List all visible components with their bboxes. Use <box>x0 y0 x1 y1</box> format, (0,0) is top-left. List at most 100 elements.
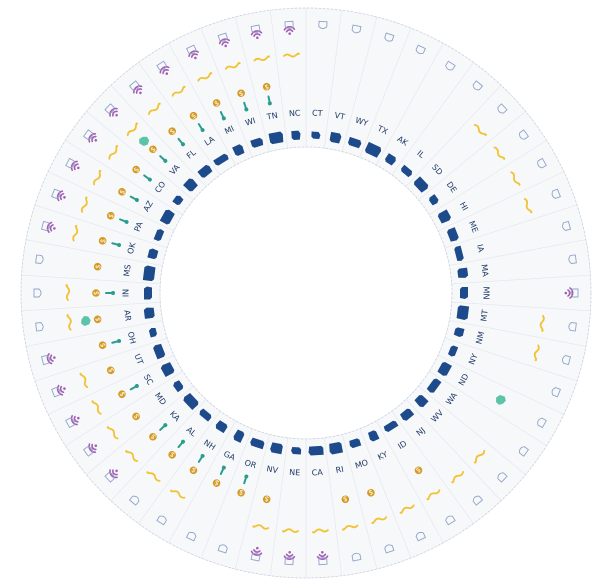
shield-icon <box>51 387 61 398</box>
thermometer-icon <box>129 383 139 391</box>
dollar-icon: $ <box>99 236 108 245</box>
squiggle-icon <box>523 197 533 214</box>
squiggle-icon <box>65 284 71 301</box>
thermometer-icon <box>119 218 129 224</box>
squiggle-icon <box>79 372 89 389</box>
wifi-icon <box>109 469 118 479</box>
state-shape-ct <box>311 131 321 140</box>
state-shape-me <box>447 227 459 242</box>
state-shape-ar <box>143 307 155 319</box>
state-label-id: ID <box>396 439 408 451</box>
shield-icon <box>284 557 294 566</box>
dollar-icon: $ <box>107 366 116 375</box>
state-shape-mi <box>232 144 245 156</box>
shield-icon <box>562 220 571 231</box>
squiggle-icon <box>126 122 139 137</box>
svg-text:$: $ <box>132 412 141 420</box>
state-shape-sc <box>160 362 175 378</box>
svg-text:$: $ <box>213 99 220 108</box>
shield-icon <box>551 188 561 199</box>
shield-icon <box>519 129 530 140</box>
thermometer-icon <box>177 439 185 449</box>
state-label-ca: CA <box>311 468 323 478</box>
dollar-icon: $ <box>189 465 198 474</box>
inner-ring <box>159 146 453 440</box>
thermometer-icon <box>111 242 122 248</box>
shield-icon <box>472 495 484 506</box>
state-shape-or <box>250 437 265 450</box>
svg-text:$: $ <box>118 390 127 398</box>
state-shape-nv <box>270 442 283 455</box>
squiggle-icon <box>451 471 465 484</box>
shield-icon <box>128 495 140 506</box>
squiggle-icon <box>371 516 388 525</box>
state-shape-ri <box>329 441 344 455</box>
state-label-me: ME <box>467 220 480 234</box>
dollar-icon: $ <box>99 341 108 350</box>
squiggle-icon <box>197 72 213 82</box>
shield-icon <box>568 322 577 332</box>
svg-text:$: $ <box>94 264 102 269</box>
wifi-icon <box>88 443 98 454</box>
state-shape-mn <box>460 287 468 299</box>
sector-backgrounds <box>20 7 592 579</box>
svg-text:$: $ <box>367 488 374 497</box>
squiggle-icon <box>473 124 487 137</box>
thermometer-icon <box>143 174 152 182</box>
state-label-mt: MT <box>479 309 489 322</box>
map-badge-icon <box>139 136 150 147</box>
rim-badges <box>33 20 579 566</box>
svg-text:$: $ <box>414 465 422 474</box>
state-shape-nm <box>453 327 465 338</box>
state-shape-tx <box>364 141 382 158</box>
map-badge-icon <box>81 315 91 327</box>
state-label-pa: PA <box>133 220 145 233</box>
thermometer-icon <box>177 137 185 147</box>
state-label-ms: MS <box>122 264 132 277</box>
map-badge-icon <box>495 394 506 405</box>
thermometer-icon <box>197 453 205 463</box>
dollar-icon: $ <box>168 450 177 459</box>
state-label-ok: OK <box>126 241 138 255</box>
svg-text:$: $ <box>118 188 127 196</box>
state-label-il: IL <box>415 149 426 161</box>
dollar-icon: $ <box>367 488 375 497</box>
dollar-icon: $ <box>118 390 127 398</box>
wifi-icon <box>56 190 66 202</box>
shield-icon <box>351 552 362 562</box>
thermometer-icon <box>267 95 272 106</box>
shield-icon <box>156 515 167 526</box>
state-shape-oh <box>148 328 157 338</box>
dollar-icon: $ <box>118 188 127 196</box>
squiggle-icon <box>171 85 186 97</box>
state-shape-nd <box>437 361 452 376</box>
thermometer-icon <box>219 111 226 121</box>
state-shape-il <box>401 164 413 178</box>
state-shape-id <box>383 420 399 433</box>
thermometer-icon <box>243 101 249 112</box>
dollar-icon: $ <box>107 211 116 220</box>
shield-icon <box>537 417 547 429</box>
dollar-icon: $ <box>237 488 245 497</box>
shield-icon <box>217 544 228 554</box>
squiggle-icon <box>539 314 545 332</box>
shield-icon <box>318 20 328 29</box>
shield-icon <box>156 60 167 71</box>
squiggle-icon <box>493 146 506 160</box>
shield-icon <box>497 472 508 483</box>
state-shape-la <box>213 153 229 166</box>
thermometer-icon <box>111 338 122 344</box>
dollar-icon: $ <box>149 432 158 441</box>
squiggle-icon <box>282 528 299 533</box>
thermometer-icon <box>159 423 168 431</box>
state-shape-wa <box>426 378 442 393</box>
state-shape-nh <box>215 420 228 434</box>
svg-text:$: $ <box>190 112 198 121</box>
svg-text:$: $ <box>168 450 177 459</box>
svg-text:$: $ <box>190 465 198 474</box>
squiggle-icon <box>473 449 486 464</box>
shield-icon <box>568 254 577 264</box>
state-shape-ma <box>457 267 469 278</box>
shield-icon <box>41 220 50 231</box>
state-label-ky: KY <box>376 450 389 462</box>
